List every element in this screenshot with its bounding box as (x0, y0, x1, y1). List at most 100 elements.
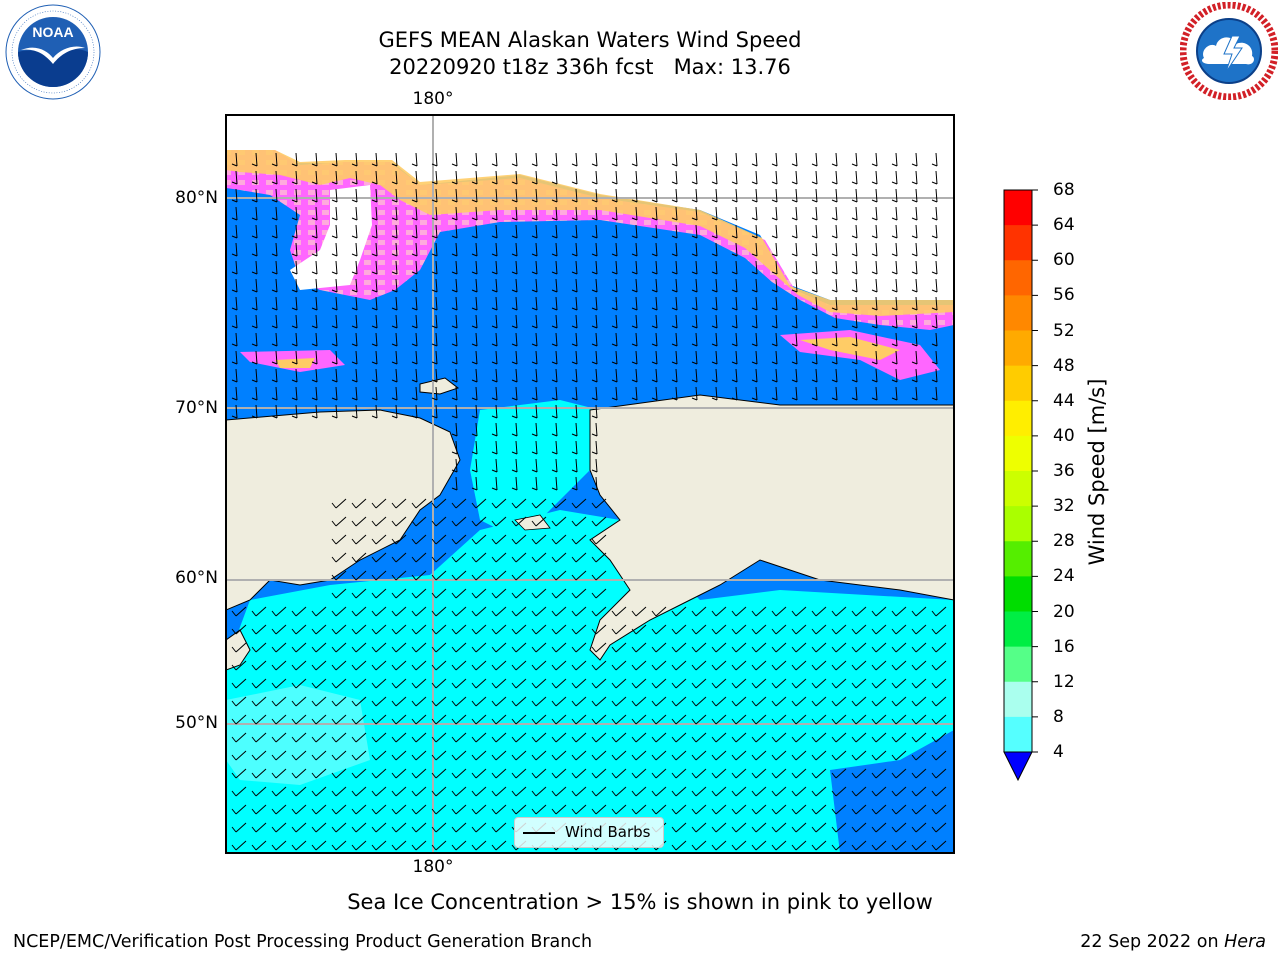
wind-barb (851, 624, 867, 635)
wind-barb (931, 152, 938, 167)
wind-barb (371, 750, 387, 761)
wind-barb (831, 804, 847, 815)
wind-barb (471, 440, 478, 455)
wind-barb (671, 660, 687, 671)
wind-barb (811, 224, 818, 239)
wind-barb (751, 624, 767, 635)
colorbar-segment (1004, 435, 1032, 472)
wind-barb (791, 804, 807, 815)
wind-barb (411, 386, 418, 401)
wind-barb (491, 732, 507, 743)
wind-barb (271, 314, 278, 329)
wind-barb (811, 840, 827, 851)
wind-barb (351, 822, 367, 833)
wind-barb (571, 368, 578, 383)
wind-barb (911, 696, 927, 707)
wind-barb (511, 188, 518, 203)
wind-barb (911, 188, 918, 203)
wind-barb (511, 750, 527, 761)
wind-barb (651, 260, 658, 275)
wind-barb (851, 332, 858, 347)
wind-barb (611, 768, 627, 779)
wind-barb (431, 732, 447, 743)
wind-barb (731, 170, 738, 185)
wind-barb (851, 260, 858, 275)
wind-barbs (231, 152, 947, 851)
wind-barb (691, 786, 707, 797)
wind-barb (711, 368, 718, 383)
wind-barb (651, 660, 667, 671)
wind-barb (411, 516, 427, 527)
wind-barb (371, 242, 378, 257)
wind-barb (751, 732, 767, 743)
wind-barb (871, 152, 878, 167)
wind-barb (351, 552, 367, 563)
wind-barb (751, 660, 767, 671)
wind-barb (491, 350, 498, 365)
wind-barb (571, 804, 587, 815)
wind-barb (911, 314, 918, 329)
wind-barb (611, 332, 618, 347)
wind-barb (291, 350, 298, 365)
wind-barb (551, 624, 567, 635)
wind-barb (351, 534, 367, 545)
wind-barb (251, 714, 267, 725)
wind-barb (251, 296, 258, 311)
wind-barb (511, 296, 518, 311)
wind-barb (931, 296, 938, 311)
wind-barb (791, 714, 807, 725)
wind-barb (411, 534, 427, 545)
wind-barb (631, 152, 638, 167)
wind-barb (331, 314, 338, 329)
wind-barb (571, 732, 587, 743)
wind-barb (591, 188, 598, 203)
wind-barb (691, 332, 698, 347)
wind-barb (771, 750, 787, 761)
wind-barb (591, 170, 598, 185)
wind-barb (691, 840, 707, 851)
wind-barb (891, 224, 898, 239)
wind-barb (331, 750, 347, 761)
wind-barb (631, 242, 638, 257)
wind-barb (691, 206, 698, 221)
colorbar-tick-label: 36 (1053, 461, 1075, 481)
wind-barb (611, 206, 618, 221)
wind-barb (451, 278, 458, 293)
wind-barb (851, 350, 858, 365)
wind-barb (331, 350, 338, 365)
wind-barb (311, 386, 318, 401)
wind-barb (451, 552, 467, 563)
wind-barb (631, 314, 638, 329)
wind-barb (471, 404, 478, 419)
wind-barb (651, 786, 667, 797)
wind-barb (611, 350, 618, 365)
wind-barb (291, 224, 298, 239)
wind-barb (411, 188, 418, 203)
wind-barb (551, 498, 567, 509)
wind-barb (811, 206, 818, 221)
wind-barb (551, 188, 558, 203)
colorbar-tick-label: 64 (1053, 215, 1075, 236)
wind-barb (931, 714, 947, 725)
wind-barb (691, 678, 707, 689)
wind-barb (751, 840, 767, 851)
wind-barb (391, 804, 407, 815)
wind-barb (231, 350, 238, 365)
wind-barb (471, 534, 487, 545)
wind-barb (251, 822, 267, 833)
wind-barb (571, 422, 578, 437)
wind-barb (391, 624, 407, 635)
wind-barb (631, 278, 638, 293)
wind-barb (851, 750, 867, 761)
wind-barb (531, 278, 538, 293)
wind-barb (831, 314, 838, 329)
wind-barb (791, 606, 807, 617)
wind-barb (571, 606, 587, 617)
wind-barb (611, 714, 627, 725)
wind-barb (591, 606, 607, 617)
legend-label: Wind Barbs (565, 823, 651, 841)
wind-barb (811, 314, 818, 329)
wind-barb (651, 750, 667, 761)
wind-barb (411, 642, 427, 653)
wind-barb (371, 332, 378, 347)
